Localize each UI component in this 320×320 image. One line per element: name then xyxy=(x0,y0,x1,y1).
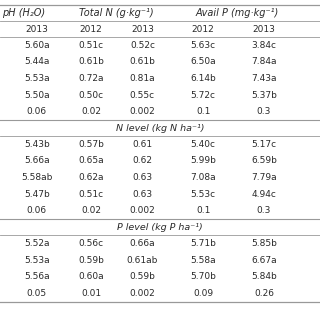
Text: 5.56a: 5.56a xyxy=(24,272,50,281)
Text: 0.51c: 0.51c xyxy=(79,190,104,199)
Text: 2012: 2012 xyxy=(192,25,215,34)
Text: 0.81a: 0.81a xyxy=(130,74,155,83)
Text: 5.52a: 5.52a xyxy=(24,239,50,248)
Text: 0.06: 0.06 xyxy=(27,107,47,116)
Text: 0.26: 0.26 xyxy=(254,289,274,298)
Text: pH (H₂O): pH (H₂O) xyxy=(2,8,45,18)
Text: 0.61ab: 0.61ab xyxy=(127,256,158,265)
Text: 2013: 2013 xyxy=(25,25,48,34)
Text: Avail P (mg·kg⁻¹): Avail P (mg·kg⁻¹) xyxy=(195,8,278,18)
Text: 5.53a: 5.53a xyxy=(24,74,50,83)
Text: P level (kg P ha⁻¹): P level (kg P ha⁻¹) xyxy=(117,223,203,232)
Text: 5.43b: 5.43b xyxy=(24,140,50,149)
Text: 5.85b: 5.85b xyxy=(251,239,277,248)
Text: 2013: 2013 xyxy=(131,25,154,34)
Text: 7.43a: 7.43a xyxy=(251,74,277,83)
Text: 0.63: 0.63 xyxy=(132,173,152,182)
Text: 6.67a: 6.67a xyxy=(251,256,277,265)
Text: 0.57b: 0.57b xyxy=(78,140,104,149)
Text: 0.50c: 0.50c xyxy=(79,91,104,100)
Text: 0.60a: 0.60a xyxy=(78,272,104,281)
Text: 0.61b: 0.61b xyxy=(78,57,104,66)
Text: 6.59b: 6.59b xyxy=(251,156,277,165)
Text: 0.61: 0.61 xyxy=(132,140,152,149)
Text: 0.1: 0.1 xyxy=(196,206,210,215)
Text: 0.05: 0.05 xyxy=(27,289,47,298)
Text: 0.72a: 0.72a xyxy=(78,74,104,83)
Text: 5.47b: 5.47b xyxy=(24,190,50,199)
Text: 5.84b: 5.84b xyxy=(251,272,277,281)
Text: 5.63c: 5.63c xyxy=(191,41,216,50)
Text: 5.60a: 5.60a xyxy=(24,41,50,50)
Text: 0.63: 0.63 xyxy=(132,190,152,199)
Text: 6.50a: 6.50a xyxy=(190,57,216,66)
Text: 7.84a: 7.84a xyxy=(251,57,277,66)
Text: 0.59b: 0.59b xyxy=(78,256,104,265)
Text: 0.09: 0.09 xyxy=(193,289,213,298)
Text: 0.65a: 0.65a xyxy=(78,156,104,165)
Text: 5.99b: 5.99b xyxy=(190,156,216,165)
Text: Total N (g·kg⁻¹): Total N (g·kg⁻¹) xyxy=(79,8,154,18)
Text: 7.08a: 7.08a xyxy=(190,173,216,182)
Text: 5.17c: 5.17c xyxy=(252,140,276,149)
Text: 5.53a: 5.53a xyxy=(24,256,50,265)
Text: 2012: 2012 xyxy=(80,25,103,34)
Text: 0.01: 0.01 xyxy=(81,289,101,298)
Text: 0.02: 0.02 xyxy=(81,206,101,215)
Text: 6.14b: 6.14b xyxy=(190,74,216,83)
Text: 5.40c: 5.40c xyxy=(191,140,216,149)
Text: 0.51c: 0.51c xyxy=(79,41,104,50)
Text: 5.44a: 5.44a xyxy=(24,57,50,66)
Text: 4.94c: 4.94c xyxy=(252,190,276,199)
Text: 0.1: 0.1 xyxy=(196,107,210,116)
Text: 5.53c: 5.53c xyxy=(191,190,216,199)
Text: 5.58a: 5.58a xyxy=(190,256,216,265)
Text: 5.58ab: 5.58ab xyxy=(21,173,52,182)
Text: 0.62a: 0.62a xyxy=(78,173,104,182)
Text: 0.61b: 0.61b xyxy=(130,57,155,66)
Text: 0.002: 0.002 xyxy=(130,107,155,116)
Text: 0.59b: 0.59b xyxy=(130,272,155,281)
Text: 2013: 2013 xyxy=(252,25,276,34)
Text: 0.55c: 0.55c xyxy=(130,91,155,100)
Text: 0.002: 0.002 xyxy=(130,289,155,298)
Text: 5.72c: 5.72c xyxy=(191,91,216,100)
Text: 0.56c: 0.56c xyxy=(79,239,104,248)
Text: 0.002: 0.002 xyxy=(130,206,155,215)
Text: 0.3: 0.3 xyxy=(257,107,271,116)
Text: 5.66a: 5.66a xyxy=(24,156,50,165)
Text: 5.50a: 5.50a xyxy=(24,91,50,100)
Text: 5.37b: 5.37b xyxy=(251,91,277,100)
Text: 0.3: 0.3 xyxy=(257,206,271,215)
Text: 0.62: 0.62 xyxy=(132,156,152,165)
Text: 3.84c: 3.84c xyxy=(252,41,276,50)
Text: 0.52c: 0.52c xyxy=(130,41,155,50)
Text: 0.02: 0.02 xyxy=(81,107,101,116)
Text: 0.06: 0.06 xyxy=(27,206,47,215)
Text: 7.79a: 7.79a xyxy=(251,173,277,182)
Text: N level (kg N ha⁻¹): N level (kg N ha⁻¹) xyxy=(116,124,204,132)
Text: 5.70b: 5.70b xyxy=(190,272,216,281)
Text: 0.66a: 0.66a xyxy=(130,239,155,248)
Text: 5.71b: 5.71b xyxy=(190,239,216,248)
